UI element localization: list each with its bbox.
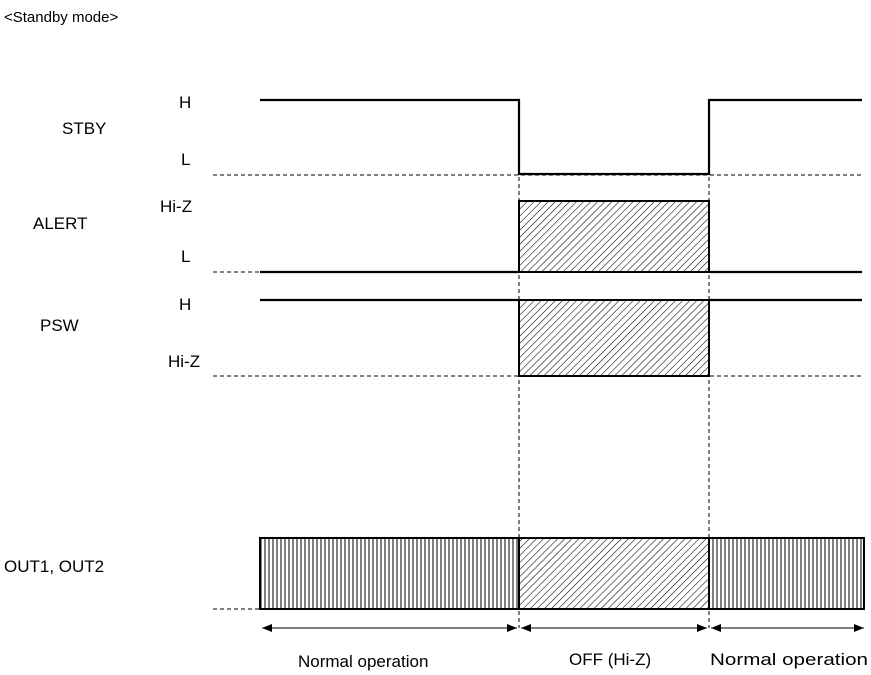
psw-hiz-block [518, 299, 710, 377]
alert-hiz-block [518, 200, 710, 273]
psw-signal-name: PSW [40, 316, 79, 335]
out-signal-name: OUT1, OUT2 [4, 557, 104, 576]
transition-markers [518, 100, 710, 628]
diagram-title: <Standby mode> [4, 9, 118, 26]
psw-waveform [213, 298, 862, 377]
period-label-normal-operation-right: Normal operation [710, 650, 868, 669]
normal-operation-arrow-right [711, 624, 864, 632]
period-arrows [262, 624, 864, 632]
alert-high-label: Hi-Z [160, 197, 192, 216]
period-label-normal-operation-left: Normal operation [298, 652, 428, 671]
out-switching-block-left [259, 537, 520, 610]
psw-high-label: H [179, 295, 191, 314]
stby-low-label: L [181, 150, 190, 169]
stby-trace [260, 98, 862, 176]
alert-signal-name: ALERT [33, 214, 88, 233]
period-label-off-hiz: OFF (Hi-Z) [569, 650, 651, 669]
out-switching-block-right [708, 537, 865, 610]
psw-low-label: Hi-Z [168, 352, 200, 371]
alert-waveform [213, 200, 862, 274]
normal-operation-arrow-left [262, 624, 517, 632]
out-hiz-block [518, 537, 710, 610]
stby-signal-name: STBY [62, 119, 106, 138]
stby-waveform [213, 98, 862, 176]
out-waveform [213, 537, 865, 610]
alert-low-label: L [181, 247, 190, 266]
stby-high-label: H [179, 93, 191, 112]
off-hiz-arrow [521, 624, 707, 632]
